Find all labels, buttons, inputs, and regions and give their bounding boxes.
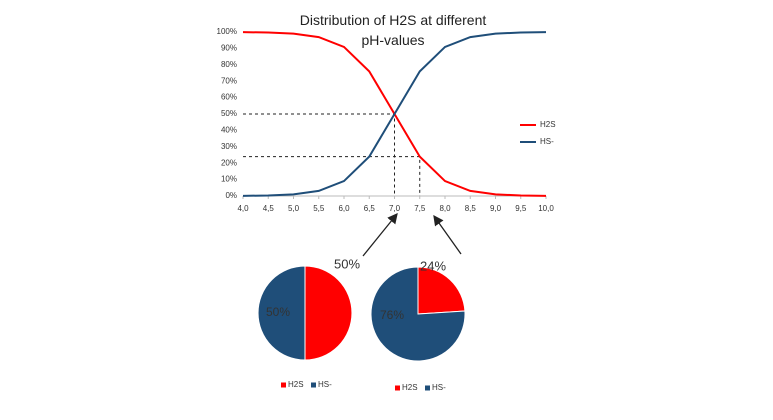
legend-swatch: [281, 382, 286, 388]
legend-swatch: [425, 385, 430, 391]
chart-title: Distribution of H2S at different pH-valu…: [299, 12, 487, 48]
y-tick-label: 0%: [225, 191, 237, 200]
x-tick-label: 9,0: [490, 204, 502, 213]
y-tick-label: 100%: [217, 27, 237, 36]
legend-label: HS-: [318, 380, 332, 389]
y-tick-label: 70%: [221, 76, 237, 85]
x-tick-label: 4,5: [263, 204, 275, 213]
legend-swatch: [395, 385, 400, 391]
y-tick-label: 50%: [221, 109, 237, 118]
x-tick-label: 8,0: [439, 204, 451, 213]
x-tick-label: 6,0: [338, 204, 350, 213]
x-tick-label: 10,0: [538, 204, 554, 213]
y-tick-label: 20%: [221, 158, 237, 167]
line-series: [242, 31, 547, 197]
legend-label: H2S: [288, 380, 304, 389]
x-tick-label: 5,5: [313, 204, 325, 213]
data-label: 50%: [334, 256, 360, 271]
reference-line: [243, 113, 395, 196]
y-tick-label: 30%: [221, 142, 237, 151]
legend-label: HS-: [540, 137, 554, 146]
x-tick-label: 9,5: [515, 204, 527, 213]
y-tick-label: 40%: [221, 126, 237, 135]
y-tick-label: 80%: [221, 60, 237, 69]
x-tick-label: 6,5: [364, 204, 376, 213]
pie-slice: [257, 265, 306, 361]
legend-label: HS-: [432, 383, 446, 392]
data-label: 24%: [420, 258, 446, 273]
x-tick-label: 5,0: [288, 204, 300, 213]
pie-slice: [370, 266, 466, 362]
x-tick-label: 7,0: [389, 204, 401, 213]
pie-slice: [417, 266, 466, 315]
y-tick-label: 60%: [221, 93, 237, 102]
legend-label: H2S: [402, 383, 418, 392]
y-tick-label: 10%: [221, 175, 237, 184]
arrow: [362, 212, 398, 257]
data-label: 76%: [380, 308, 404, 322]
x-tick-label: 8,5: [465, 204, 477, 213]
x-tick-label: 4,0: [237, 204, 249, 213]
arrow: [433, 214, 462, 255]
pie-slice: [304, 265, 353, 361]
y-tick-label: 90%: [221, 44, 237, 53]
reference-line: [243, 156, 421, 196]
legend-label: H2S: [540, 120, 556, 129]
data-label: 50%: [266, 305, 290, 319]
x-tick-label: 7,5: [414, 204, 426, 213]
legend-swatch: [311, 382, 316, 388]
